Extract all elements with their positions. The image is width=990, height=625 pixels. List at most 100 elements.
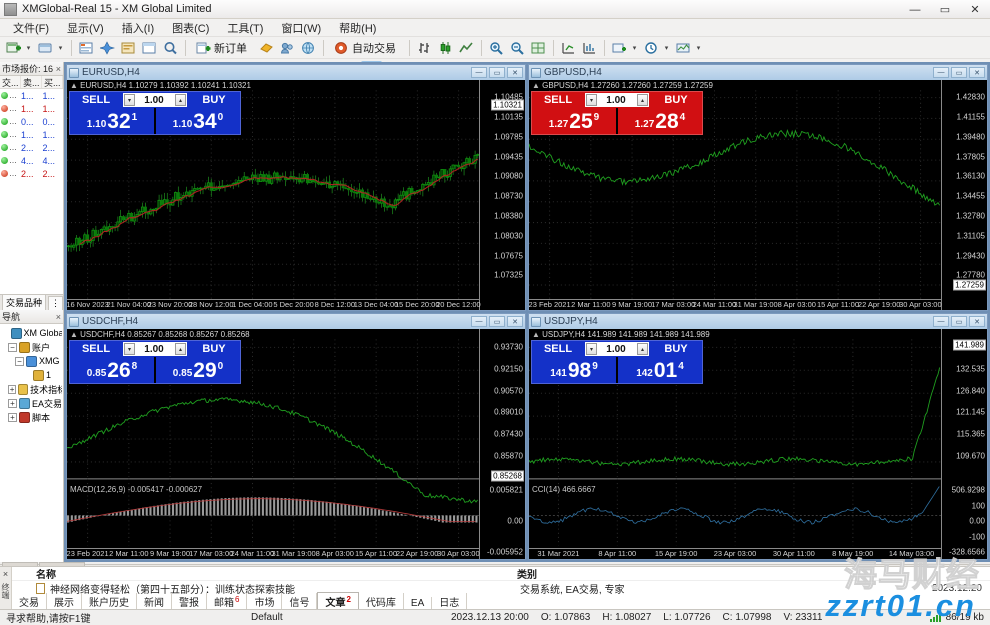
- navigator-item[interactable]: XM Global: [1, 326, 62, 340]
- chart-canvas-area[interactable]: ▲ EURUSD,H4 1.10279 1.10392 1.10241 1.10…: [67, 80, 525, 310]
- sell-button[interactable]: 1.10 32 1: [70, 108, 154, 134]
- sell-button[interactable]: 141 98 9: [532, 357, 616, 383]
- price-axis[interactable]: 1.10485 1.10135 1.09785 1.09435 1.09080 1.087…: [479, 80, 525, 310]
- status-connection[interactable]: 86/19 kb: [929, 612, 990, 623]
- lot-size-input[interactable]: ▾ 1.00 ▴: [585, 342, 649, 356]
- menu-view[interactable]: 显示(V): [67, 22, 104, 35]
- market-watch-row[interactable]: … 1... 1...: [0, 128, 63, 141]
- navigator-item[interactable]: − XMG: [1, 354, 62, 368]
- market-watch-row[interactable]: … 1... 1...: [0, 102, 63, 115]
- column-ask[interactable]: 买...: [42, 76, 63, 88]
- price-axis[interactable]: 1.42830 1.41155 1.39480 1.37805 1.36130 1.344…: [941, 80, 987, 310]
- terminal-tab-日志[interactable]: 日志: [432, 593, 468, 610]
- market-watch-row[interactable]: … 2... 2...: [0, 141, 63, 154]
- chart-close-icon[interactable]: ✕: [507, 67, 523, 78]
- terminal-tab-信号[interactable]: 信号: [282, 593, 318, 610]
- close-icon[interactable]: ✕: [970, 4, 980, 16]
- price-axis[interactable]: 138.315132.535126.840121.145115.365109.6…: [941, 329, 987, 559]
- sell-button[interactable]: 0.85 26 8: [70, 357, 154, 383]
- minimize-icon[interactable]: —: [909, 3, 921, 16]
- line-chart-icon[interactable]: [456, 38, 476, 57]
- terminal-tab-代码库[interactable]: 代码库: [359, 593, 404, 610]
- lot-decrement-icon[interactable]: ▾: [586, 94, 597, 106]
- expander-icon[interactable]: +: [8, 384, 17, 394]
- maximize-icon[interactable]: ▭: [939, 4, 951, 16]
- chart-close-icon[interactable]: ✕: [969, 316, 985, 327]
- menu-charts[interactable]: 图表(C): [172, 22, 210, 35]
- mql5-community-icon[interactable]: [256, 38, 276, 57]
- terminal-tab-展示[interactable]: 展示: [47, 593, 82, 610]
- expander-icon[interactable]: +: [8, 398, 17, 408]
- terminal-tab-新闻[interactable]: 新闻: [137, 593, 172, 610]
- expander-icon[interactable]: −: [8, 342, 17, 352]
- menu-insert[interactable]: 插入(I): [121, 22, 155, 35]
- zoom-in-icon[interactable]: [486, 38, 506, 57]
- market-watch-row[interactable]: … 0... 0...: [0, 115, 63, 128]
- navigator-item[interactable]: + EA交易: [1, 396, 62, 410]
- tab-tickchart[interactable]: ⋮: [48, 296, 64, 310]
- chart-maximize-icon[interactable]: ▭: [489, 316, 505, 327]
- market-watch-icon[interactable]: [76, 38, 96, 57]
- chart-canvas-area[interactable]: ▲ USDJPY,H4 141.989 141.989 141.989 141.…: [529, 329, 987, 559]
- profiles-dropdown-icon[interactable]: ▾: [58, 44, 63, 52]
- terminal-tab-账户历史[interactable]: 账户历史: [82, 593, 137, 610]
- buy-button[interactable]: 142 01 4: [618, 357, 702, 383]
- market-watch-row[interactable]: … 4... 4...: [0, 154, 63, 167]
- lot-increment-icon[interactable]: ▴: [637, 343, 648, 355]
- lot-increment-icon[interactable]: ▴: [175, 343, 186, 355]
- terminal-close-icon[interactable]: ×: [2, 569, 9, 579]
- terminal-tab-警报[interactable]: 警报: [172, 593, 207, 610]
- time-axis[interactable]: 16 Nov 2023 21 Nov 04:00 23 Nov 20:00 28 No…: [67, 299, 481, 310]
- new-chart-icon[interactable]: [3, 38, 23, 57]
- chart-maximize-icon[interactable]: ▭: [951, 67, 967, 78]
- navigator-item[interactable]: − 账户: [1, 340, 62, 354]
- market-watch-close-icon[interactable]: ×: [55, 63, 61, 74]
- column-symbol[interactable]: 交...: [0, 76, 21, 88]
- terminal-tab-市场[interactable]: 市场: [247, 593, 283, 610]
- lot-decrement-icon[interactable]: ▾: [124, 94, 135, 106]
- lot-size-input[interactable]: ▾ 1.00 ▴: [123, 93, 187, 107]
- chart-canvas-area[interactable]: ▲ USDCHF,H4 0.85267 0.85268 0.85267 0.85…: [67, 329, 525, 559]
- indicators-icon[interactable]: [609, 38, 629, 57]
- market-watch-row[interactable]: … 2... 2...: [0, 167, 63, 180]
- one-click-trading-panel[interactable]: SELL ▾ 1.00 ▴ BUY 1.10 32 1 1.10 34 0: [69, 91, 241, 135]
- lot-decrement-icon[interactable]: ▾: [586, 343, 597, 355]
- chart-window-usdjpy[interactable]: USDJPY,H4 — ▭ ✕ ▲ USDJPY,H4 141.989 141.989 …: [528, 313, 988, 560]
- navigator-item[interactable]: 1: [1, 368, 62, 382]
- lot-increment-icon[interactable]: ▴: [175, 94, 186, 106]
- navigator-item[interactable]: + 技术指标: [1, 382, 62, 396]
- chart-maximize-icon[interactable]: ▭: [489, 67, 505, 78]
- chart-minimize-icon[interactable]: —: [933, 316, 949, 327]
- time-axis[interactable]: 23 Feb 2021 2 Mar 11:00 9 Mar 19:00 17 Mar …: [67, 548, 480, 559]
- price-axis[interactable]: 0.93730 0.92150 0.90570 0.89010 0.87430 0.858…: [479, 329, 525, 559]
- signals-icon[interactable]: [277, 38, 297, 57]
- menu-window[interactable]: 窗口(W): [281, 22, 322, 35]
- terminal-tab-文章[interactable]: 文章2: [317, 592, 359, 610]
- time-axis[interactable]: 23 Feb 2021 2 Mar 11:00 9 Mar 19:00 17 Mar …: [529, 299, 942, 310]
- chart-window-eurusd[interactable]: EURUSD,H4 — ▭ ✕ ▲ EURUSD,H4 1.10279 1.10392 …: [66, 64, 526, 311]
- terminal-icon[interactable]: [118, 38, 138, 57]
- sell-button[interactable]: 1.27 25 9: [532, 108, 616, 134]
- lot-size-input[interactable]: ▾ 1.00 ▴: [585, 93, 649, 107]
- navigator-close-icon[interactable]: ×: [55, 311, 61, 322]
- chart-minimize-icon[interactable]: —: [471, 316, 487, 327]
- one-click-trading-panel[interactable]: SELL ▾ 1.00 ▴ BUY 141 98 9 142 01 4: [531, 340, 703, 384]
- zoom-out-icon[interactable]: [507, 38, 527, 57]
- chart-close-icon[interactable]: ✕: [969, 67, 985, 78]
- autotrading-button[interactable]: 自动交易: [328, 38, 405, 57]
- lot-decrement-icon[interactable]: ▾: [124, 343, 135, 355]
- expander-icon[interactable]: −: [15, 356, 24, 366]
- data-window-icon[interactable]: [139, 38, 159, 57]
- terminal-tab-邮箱[interactable]: 邮箱6: [207, 593, 248, 610]
- column-bid[interactable]: 卖...: [21, 76, 42, 88]
- buy-button[interactable]: 1.10 34 0: [156, 108, 240, 134]
- chart-minimize-icon[interactable]: —: [933, 67, 949, 78]
- expander-icon[interactable]: +: [8, 412, 17, 422]
- navigator-item[interactable]: + 脚本: [1, 410, 62, 424]
- bar-chart-icon[interactable]: [414, 38, 434, 57]
- chart-minimize-icon[interactable]: —: [471, 67, 487, 78]
- chart-window-gbpusd[interactable]: GBPUSD,H4 — ▭ ✕ ▲ GBPUSD,H4 1.27260 1.27260 …: [528, 64, 988, 311]
- buy-button[interactable]: 0.85 29 0: [156, 357, 240, 383]
- tab-symbols[interactable]: 交易品种: [2, 294, 47, 310]
- candlestick-chart-icon[interactable]: [435, 38, 455, 57]
